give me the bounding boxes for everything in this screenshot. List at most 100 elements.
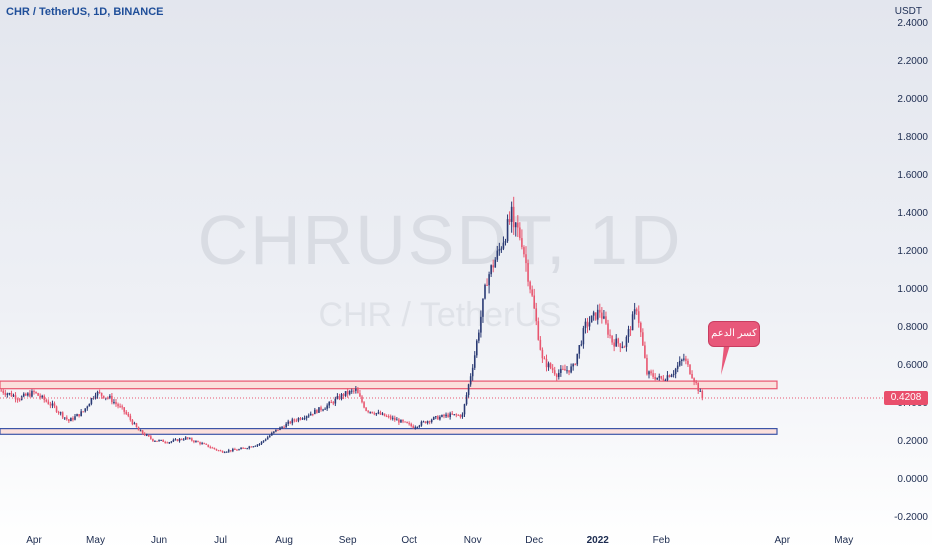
candle xyxy=(437,415,439,420)
candle-body xyxy=(22,393,25,397)
candle-body xyxy=(63,417,66,419)
candle xyxy=(215,448,218,451)
candle xyxy=(480,310,482,338)
candle-body xyxy=(396,419,398,421)
candle-body xyxy=(160,439,162,441)
candle xyxy=(467,383,470,399)
candle xyxy=(529,280,531,294)
candle xyxy=(514,221,517,237)
candle-body xyxy=(414,427,417,429)
candle-body xyxy=(123,407,125,412)
candle-body xyxy=(324,408,326,410)
y-tick-label: 1.6000 xyxy=(897,170,928,181)
candle xyxy=(45,398,48,403)
candle-body xyxy=(435,416,437,418)
candle-body xyxy=(541,349,544,359)
candle xyxy=(627,325,630,343)
candle-body xyxy=(570,366,572,373)
candle xyxy=(664,378,667,382)
candle xyxy=(227,448,230,453)
candle xyxy=(367,410,369,414)
candle-body xyxy=(246,448,248,450)
candle-body xyxy=(8,393,11,395)
candle-body xyxy=(670,375,673,377)
candle-body xyxy=(264,439,267,441)
candle-body xyxy=(131,419,134,425)
candle-body xyxy=(309,413,312,416)
candle xyxy=(10,390,13,397)
candle xyxy=(387,414,390,419)
candle-body xyxy=(344,391,347,396)
candle-body xyxy=(672,373,675,376)
annotation-bubble[interactable]: كسر الدعم xyxy=(708,321,760,347)
candle-body xyxy=(203,443,205,445)
chart-title: CHR / TetherUS, 1D, BINANCE xyxy=(6,6,164,18)
candle-body xyxy=(564,369,566,371)
candle xyxy=(193,440,195,444)
candle-body xyxy=(305,416,308,419)
candle xyxy=(127,411,130,418)
candle xyxy=(207,444,210,448)
candle xyxy=(57,410,60,415)
candle-body xyxy=(531,289,533,296)
candle-body xyxy=(6,393,9,395)
candle-body xyxy=(252,446,255,448)
candle xyxy=(599,303,601,318)
candle-body xyxy=(330,402,333,404)
last-price-tag: 0.4208 xyxy=(884,391,928,405)
candle-body xyxy=(256,444,259,446)
candle xyxy=(199,441,201,446)
candle xyxy=(674,367,677,379)
candle xyxy=(209,445,212,449)
candle xyxy=(613,339,615,352)
candle xyxy=(592,310,595,321)
candle xyxy=(330,399,333,404)
candle-body xyxy=(553,370,556,375)
candle xyxy=(379,410,382,415)
candle xyxy=(100,392,103,399)
candle xyxy=(86,405,89,411)
candle-body xyxy=(186,437,189,439)
candle xyxy=(2,389,5,395)
candle xyxy=(656,377,658,381)
candle xyxy=(152,438,154,442)
candle xyxy=(25,392,27,397)
candle xyxy=(650,369,652,376)
candle xyxy=(164,440,166,444)
candle-body xyxy=(369,411,371,413)
candle-body xyxy=(607,323,609,335)
candle-body xyxy=(640,322,642,333)
candle xyxy=(150,434,152,440)
candle-body xyxy=(504,241,507,243)
candle-body xyxy=(510,206,513,222)
candle xyxy=(273,431,275,434)
candle xyxy=(238,448,240,451)
candle xyxy=(320,405,322,412)
candle-body xyxy=(365,407,367,411)
candle-body xyxy=(86,406,89,409)
candle xyxy=(687,358,689,367)
candle-body xyxy=(381,413,384,415)
candle xyxy=(186,437,189,440)
candle-body xyxy=(170,441,173,443)
candle xyxy=(281,425,283,429)
candle-body xyxy=(394,417,396,420)
candle xyxy=(88,403,91,407)
support-zone xyxy=(0,428,778,435)
candle xyxy=(43,394,46,403)
candle xyxy=(314,407,316,415)
candle-body xyxy=(43,395,46,400)
candle-body xyxy=(455,414,458,416)
candle xyxy=(445,412,447,419)
candle xyxy=(260,441,263,446)
candle xyxy=(582,325,585,349)
candle xyxy=(642,328,644,347)
candle-body xyxy=(322,409,324,411)
candle-body xyxy=(447,414,449,418)
candle xyxy=(672,370,675,378)
candle xyxy=(197,440,199,443)
candle-body xyxy=(631,314,634,331)
candle xyxy=(391,415,394,421)
candle xyxy=(412,424,415,429)
